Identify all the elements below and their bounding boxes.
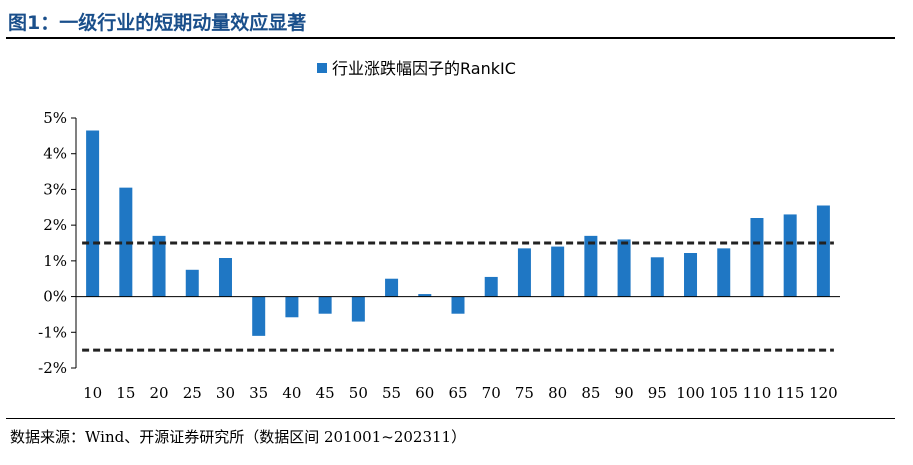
x-tick-label: 20 [149,384,168,402]
x-tick-label: 10 [83,384,102,402]
x-axis: 10 15 20 25 30 35 40 45 50 55 60 65 70 75 80 85 90 95 100 1… [76,296,840,402]
bar-15 [119,187,133,297]
x-tick-label: 40 [282,384,301,402]
bar-90 [617,239,631,297]
y-tick-label: 5% [43,109,67,127]
x-tick-label: 120 [809,384,838,402]
bar-110 [750,218,764,297]
y-tick-label: -1% [38,323,67,341]
x-tick-label: 100 [676,384,705,402]
bar-55 [385,278,399,297]
bar-80 [551,246,565,297]
x-tick-label: 25 [183,384,202,402]
bar-35 [252,296,266,336]
y-axis: -2% -1% 0% 1% 2% 3% 4% 5% [38,109,77,377]
footer-divider [6,418,895,419]
bar-40 [285,296,299,318]
bar-chart: 行业涨跌幅因子的RankIC -2% -1% 0% 1% 2% 3% 4% 5% 10 15 20… [38,59,840,402]
chart-legend: 行业涨跌幅因子的RankIC [317,59,516,78]
bar-75 [517,248,531,297]
x-tick-label: 60 [415,384,434,402]
x-tick-label: 45 [316,384,335,402]
x-tick-label: 105 [709,384,738,402]
y-tick-label: 0% [43,288,67,306]
legend-swatch [317,63,327,73]
figure-title: 图1：一级行业的短期动量效应显著 [8,12,307,34]
bar-95 [650,257,664,297]
reference-lines [82,241,834,352]
y-tick-label: 2% [43,216,67,234]
bar-45 [318,296,332,314]
x-tick-label: 80 [548,384,567,402]
bar-120 [816,205,830,297]
x-tick-label: 50 [349,384,368,402]
y-tick-label: 1% [43,252,67,270]
title-divider [6,37,895,39]
legend-label: 行业涨跌幅因子的RankIC [332,59,516,78]
bar-10 [86,130,100,297]
x-tick-label: 30 [216,384,235,402]
x-tick-label: 70 [482,384,501,402]
bar-115 [783,214,797,297]
bar-50 [351,296,365,322]
x-tick-label: 85 [581,384,600,402]
x-tick-label: 65 [448,384,467,402]
bar-20 [152,235,166,297]
bar-100 [684,253,698,297]
y-tick-label: -2% [38,359,67,377]
x-tick-label: 55 [382,384,401,402]
y-tick-label: 3% [43,180,67,198]
bar-105 [717,248,731,297]
x-tick-label: 35 [249,384,268,402]
x-tick-label: 15 [116,384,135,402]
bar-25 [185,269,199,297]
x-tick-label: 90 [615,384,634,402]
source-note: 数据来源：Wind、开源证券研究所（数据区间 201001~202311） [10,428,467,446]
bar-60 [418,294,432,297]
x-tick-label: 115 [776,384,805,402]
x-tick-label: 75 [515,384,534,402]
y-tick-label: 4% [43,145,67,163]
bar-65 [451,296,465,314]
bar-group [86,130,830,336]
x-tick-label: 95 [648,384,667,402]
bar-85 [584,235,598,297]
bar-30 [218,258,232,297]
bar-70 [484,276,498,297]
x-tick-label: 110 [743,384,772,402]
